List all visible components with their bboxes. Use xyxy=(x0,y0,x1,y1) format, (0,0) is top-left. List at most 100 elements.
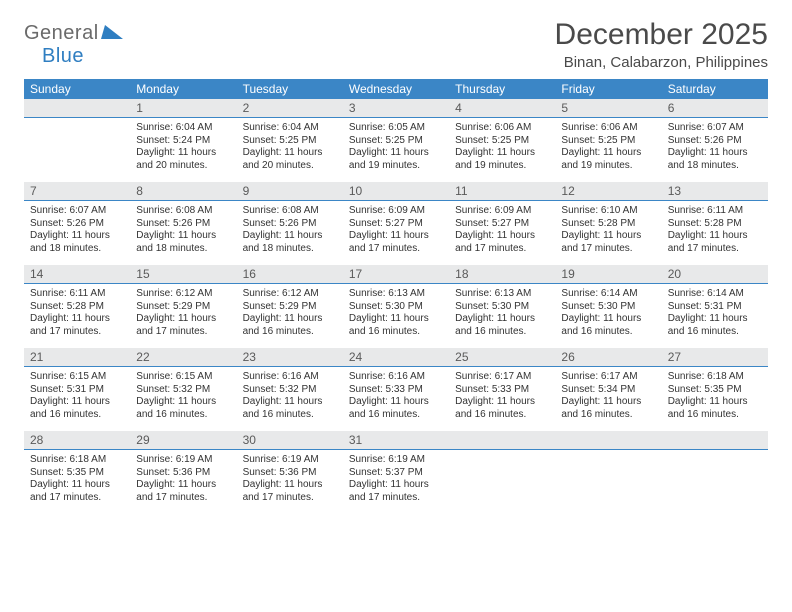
sunset-text: Sunset: 5:28 PM xyxy=(30,301,124,314)
daylight-text: Daylight: 11 hours and 16 minutes. xyxy=(243,313,337,338)
sunset-text: Sunset: 5:28 PM xyxy=(668,218,762,231)
day-number-cell: 26 xyxy=(555,348,661,367)
calendar-page: General Blue December 2025 Binan, Calaba… xyxy=(0,0,792,524)
location-line: Binan, Calabarzon, Philippines xyxy=(555,54,768,71)
day-number-cell: 8 xyxy=(130,182,236,201)
day-data-cell: Sunrise: 6:15 AMSunset: 5:31 PMDaylight:… xyxy=(24,367,130,431)
sunrise-text: Sunrise: 6:11 AM xyxy=(668,205,762,218)
day-data-row: Sunrise: 6:15 AM Sunset: 5:31 PM Daylight:… xyxy=(24,367,768,431)
sunset-text: Sunset: 5:27 PM xyxy=(349,218,443,231)
sunrise-text: Sunrise: 6:14 AM xyxy=(561,288,655,301)
daylight-text: Daylight: 11 hours and 17 minutes. xyxy=(136,479,230,504)
day-number-cell: 20 xyxy=(662,265,768,284)
day-number-cell xyxy=(24,99,130,118)
logo-text: General Blue xyxy=(24,22,123,68)
sunrise-text: Sunrise: 6:14 AM xyxy=(668,288,762,301)
logo: General Blue xyxy=(24,18,123,68)
day-number-row: 14151617181920 xyxy=(24,265,768,284)
day-data-cell: Sunrise: 6:18 AMSunset: 5:35 PMDaylight:… xyxy=(24,450,130,514)
sunset-text: Sunset: 5:32 PM xyxy=(243,384,337,397)
day-number-cell: 28 xyxy=(24,431,130,450)
sunrise-text: Sunrise: 6:10 AM xyxy=(561,205,655,218)
daylight-text: Daylight: 11 hours and 20 minutes. xyxy=(136,147,230,172)
day-number-cell: 13 xyxy=(662,182,768,201)
weekday-header: Monday xyxy=(130,79,236,99)
daylight-text: Daylight: 11 hours and 16 minutes. xyxy=(668,396,762,421)
sunrise-text: Sunrise: 6:16 AM xyxy=(349,371,443,384)
sunrise-text: Sunrise: 6:19 AM xyxy=(349,454,443,467)
day-data-row: Sunrise: 6:04 AMSunset: 5:24 PMDaylight:… xyxy=(24,118,768,182)
logo-sail-icon xyxy=(101,25,123,39)
sunset-text: Sunset: 5:33 PM xyxy=(349,384,443,397)
day-data-row: Sunrise: 6:11 AMSunset: 5:28 PMDaylight:… xyxy=(24,284,768,348)
day-data-cell xyxy=(24,118,130,182)
weekday-header-row: Sunday Monday Tuesday Wednesday Thursday… xyxy=(24,79,768,99)
daylight-text: Daylight: 11 hours and 19 minutes. xyxy=(561,147,655,172)
daylight-text: Daylight: 11 hours and 16 minutes. xyxy=(561,313,655,338)
daylight-text: Daylight: 11 hours and 17 minutes. xyxy=(243,479,337,504)
day-number-cell: 17 xyxy=(343,265,449,284)
day-number-cell: 5 xyxy=(555,99,661,118)
weekday-header: Wednesday xyxy=(343,79,449,99)
sunrise-text: Sunrise: 6:07 AM xyxy=(30,205,124,218)
day-data-cell: Sunrise: 6:10 AMSunset: 5:28 PMDaylight:… xyxy=(555,201,661,265)
daylight-text: Daylight: 11 hours and 20 minutes. xyxy=(243,147,337,172)
sunset-text: Sunset: 5:26 PM xyxy=(136,218,230,231)
day-data-cell: Sunrise: 6:07 AMSunset: 5:26 PMDaylight:… xyxy=(24,201,130,265)
sunset-text: Sunset: 5:31 PM xyxy=(30,384,124,397)
sunrise-text: Sunrise: 6:12 AM xyxy=(136,288,230,301)
sunrise-text: Sunrise: 6:04 AM xyxy=(136,122,230,135)
daylight-text: Daylight: 11 hours and 16 minutes. xyxy=(668,313,762,338)
weekday-header: Tuesday xyxy=(237,79,343,99)
sunrise-text: Sunrise: 6:08 AM xyxy=(136,205,230,218)
day-number-cell: 11 xyxy=(449,182,555,201)
daylight-text: Daylight: 11 hours and 16 minutes. xyxy=(136,396,230,421)
daylight-text: Daylight: 11 hours and 19 minutes. xyxy=(349,147,443,172)
sunset-text: Sunset: 5:30 PM xyxy=(561,301,655,314)
daylight-text: Daylight: 11 hours and 18 minutes. xyxy=(136,230,230,255)
day-number-cell: 27 xyxy=(662,348,768,367)
day-data-cell: Sunrise: 6:11 AMSunset: 5:28 PMDaylight:… xyxy=(662,201,768,265)
daylight-text: Daylight: 11 hours and 16 minutes. xyxy=(243,396,337,421)
sunset-text: Sunset: 5:25 PM xyxy=(243,135,337,148)
daylight-text: Daylight: 11 hours and 17 minutes. xyxy=(349,230,443,255)
day-data-cell: Sunrise: 6:04 AMSunset: 5:25 PMDaylight:… xyxy=(237,118,343,182)
weeks-container: 123456Sunrise: 6:04 AMSunset: 5:24 PMDay… xyxy=(24,99,768,514)
sunset-text: Sunset: 5:34 PM xyxy=(561,384,655,397)
sunset-text: Sunset: 5:35 PM xyxy=(668,384,762,397)
day-number-cell: 18 xyxy=(449,265,555,284)
day-data-cell: Sunrise: 6:13 AMSunset: 5:30 PMDaylight:… xyxy=(449,284,555,348)
sunrise-text: Sunrise: 6:07 AM xyxy=(668,122,762,135)
sunrise-text: Sunrise: 6:12 AM xyxy=(243,288,337,301)
day-data-cell: Sunrise: 6:07 AMSunset: 5:26 PMDaylight:… xyxy=(662,118,768,182)
day-number-cell: 1 xyxy=(130,99,236,118)
day-data-cell: Sunrise: 6:06 AMSunset: 5:25 PMDaylight:… xyxy=(555,118,661,182)
day-number-cell: 31 xyxy=(343,431,449,450)
daylight-text: Daylight: 11 hours and 17 minutes. xyxy=(668,230,762,255)
daylight-text: Daylight: 11 hours and 16 minutes. xyxy=(561,396,655,421)
day-number-cell: 2 xyxy=(237,99,343,118)
sunrise-text: Sunrise: 6:18 AM xyxy=(668,371,762,384)
day-data-cell: Sunrise: 6:16 AMSunset: 5:33 PMDaylight:… xyxy=(343,367,449,431)
weekday-header: Friday xyxy=(555,79,661,99)
sunrise-text: Sunrise: 6:17 AM xyxy=(561,371,655,384)
day-number-cell: 23 xyxy=(237,348,343,367)
sunset-text: Sunset: 5:35 PM xyxy=(30,467,124,480)
day-data-row: Sunrise: 6:07 AMSunset: 5:26 PMDaylight:… xyxy=(24,201,768,265)
sunset-text: Sunset: 5:30 PM xyxy=(349,301,443,314)
sunrise-text: Sunrise: 6:09 AM xyxy=(455,205,549,218)
day-data-cell: Sunrise: 6:14 AMSunset: 5:30 PMDaylight:… xyxy=(555,284,661,348)
day-data-cell: Sunrise: 6:08 AMSunset: 5:26 PMDaylight:… xyxy=(237,201,343,265)
day-number-cell xyxy=(662,431,768,450)
day-data-cell: Sunrise: 6:12 AMSunset: 5:29 PMDaylight:… xyxy=(237,284,343,348)
day-number-cell: 21 xyxy=(24,348,130,367)
sunrise-text: Sunrise: 6:09 AM xyxy=(349,205,443,218)
day-data-cell: Sunrise: 6:08 AMSunset: 5:26 PMDaylight:… xyxy=(130,201,236,265)
daylight-text: Daylight: 11 hours and 18 minutes. xyxy=(243,230,337,255)
day-number-cell: 22 xyxy=(130,348,236,367)
sunset-text: Sunset: 5:24 PM xyxy=(136,135,230,148)
sunset-text: Sunset: 5:27 PM xyxy=(455,218,549,231)
day-number-cell: 29 xyxy=(130,431,236,450)
sunset-text: Sunset: 5:37 PM xyxy=(349,467,443,480)
sunrise-text: Sunrise: 6:15 AM xyxy=(136,371,230,384)
